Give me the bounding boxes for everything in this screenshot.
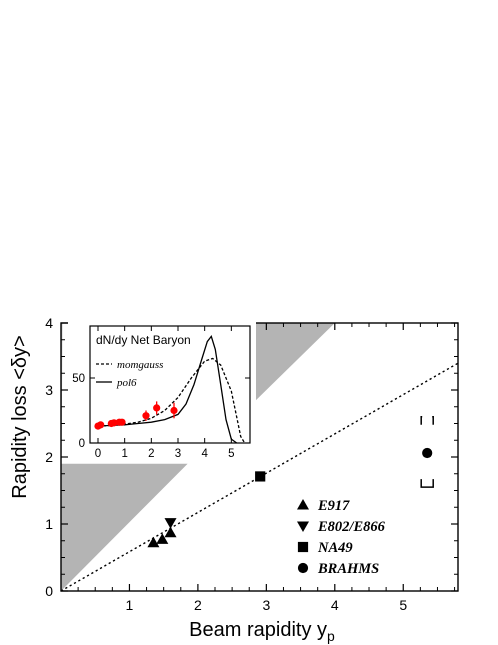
y-tick-label-0: 0	[45, 583, 53, 599]
inset-frame	[89, 325, 251, 444]
x-tick-label-2: 2	[194, 597, 202, 613]
legend-label-na49: NA49	[317, 540, 353, 556]
inset-title: dN/dy Net Baryon	[96, 333, 191, 347]
inset-curve-momgauss	[97, 357, 246, 444]
inset-data-point	[153, 404, 161, 412]
inset-x-tick-label-4: 4	[201, 448, 208, 460]
reference-line	[60, 362, 459, 592]
inset-data-point	[118, 418, 126, 426]
x-tick-label-5: 5	[399, 597, 407, 613]
brahms-systematic-band	[420, 416, 434, 488]
x-tick-label-4: 4	[331, 597, 339, 613]
e917-point	[164, 526, 177, 538]
legend-label-e917: E917	[317, 498, 350, 514]
na49-point	[255, 471, 266, 482]
e802-e866-point	[164, 518, 177, 529]
e917-point	[147, 536, 160, 548]
inset-x-tick-label-5: 5	[228, 448, 234, 460]
inset-data-point	[170, 406, 178, 415]
forbidden-region-3	[252, 323, 335, 404]
inset-legend: momgauss pol6	[96, 359, 163, 389]
inset-data-point	[110, 419, 118, 427]
legend-marker-e802-e866	[297, 521, 309, 532]
x-axis-label: Beam rapidity yp	[189, 619, 335, 644]
inset-background	[68, 322, 256, 461]
y-tick-label-2: 2	[45, 449, 53, 465]
x-axis-label-subscript: p	[327, 628, 335, 644]
inset-data-points	[94, 401, 178, 430]
y-tick-label-4: 4	[45, 315, 53, 331]
main-legend: E917 E802/E866 NA49 BRAHMS	[297, 498, 386, 577]
inset-data-point	[142, 412, 150, 420]
x-axis-label-main: Beam rapidity y	[189, 619, 327, 641]
y-axis-label: Rapidity loss <δy>	[9, 335, 31, 498]
legend-label-brahms: BRAHMS	[317, 561, 379, 577]
inset-data-point	[97, 421, 105, 429]
forbidden-region-2	[61, 463, 188, 591]
legend-label-e802-e866: E802/E866	[317, 519, 386, 535]
inset-legend-label-pol6: pol6	[116, 377, 137, 389]
e917-point	[156, 533, 169, 544]
inset-x-tick-label-2: 2	[148, 448, 154, 460]
legend-marker-na49	[297, 541, 309, 553]
inset-y-tick-label-50: 50	[72, 373, 85, 385]
y-tick-label-3: 3	[45, 382, 53, 398]
main-data-points	[147, 416, 434, 548]
legend-marker-brahms	[297, 562, 309, 574]
inset-x-tick-label-0: 0	[95, 448, 101, 460]
brahms-point	[422, 447, 433, 459]
inset-legend-label-momgauss: momgauss	[117, 359, 163, 371]
inset-x-tick-label-1: 1	[121, 448, 127, 460]
inset-x-tick-label-3: 3	[175, 448, 181, 460]
legend-marker-e917	[297, 499, 309, 510]
inset-y-tick-label-0: 0	[79, 438, 85, 450]
y-tick-label-1: 1	[45, 516, 53, 532]
x-tick-label-1: 1	[126, 597, 134, 613]
x-tick-label-3: 3	[262, 597, 270, 613]
